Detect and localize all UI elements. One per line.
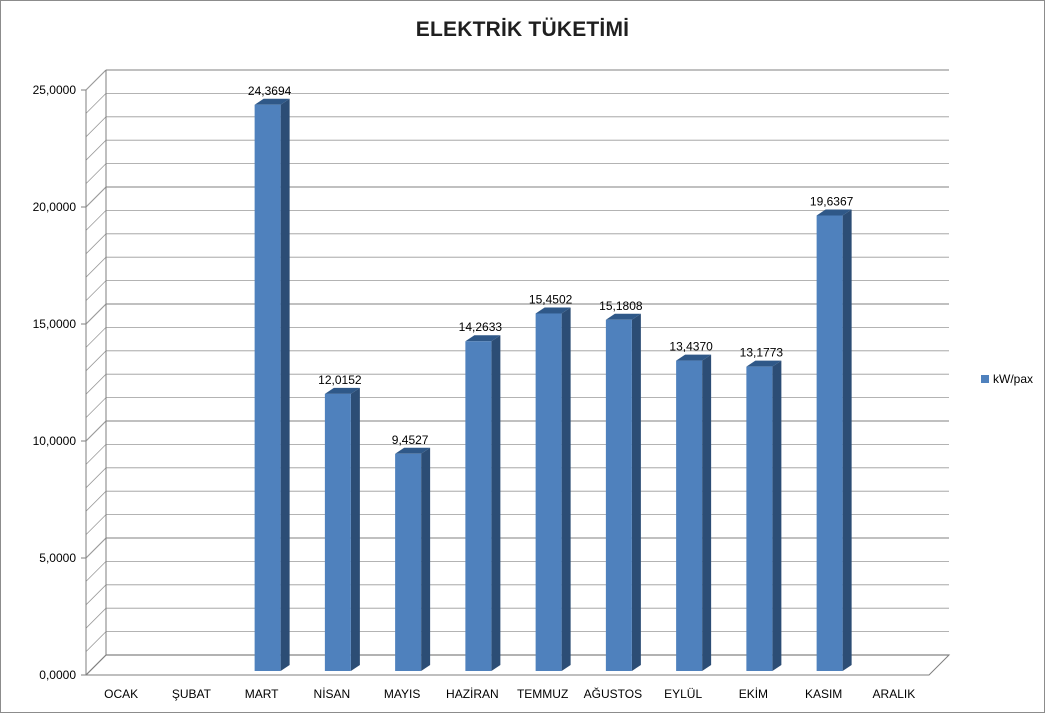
y-tick-label: 10,0000 (33, 434, 77, 448)
bar-side (280, 98, 290, 671)
data-label: 9,4527 (392, 433, 429, 447)
bar-side (631, 313, 641, 671)
bar-side (421, 447, 431, 671)
gridline-diagonal (85, 93, 107, 114)
gridline-diagonal (85, 210, 107, 231)
bar-top (254, 98, 290, 105)
bar-side (702, 354, 712, 671)
bar (605, 319, 632, 671)
y-tick-label: 20,0000 (33, 200, 77, 214)
gridline-diagonal (85, 584, 107, 606)
x-tick-label: ARALIK (873, 687, 916, 701)
x-tick-label: EKİM (739, 687, 768, 701)
data-label: 15,4502 (529, 292, 573, 306)
bar (324, 393, 351, 671)
floor-plane (84, 654, 951, 676)
bar (465, 341, 492, 671)
bar-side (561, 307, 571, 671)
data-label: 19,6367 (810, 195, 854, 209)
gridline-diagonal (85, 163, 107, 184)
data-label: 13,4370 (669, 340, 713, 354)
x-tick-label: HAZİRAN (446, 687, 499, 701)
legend-label: kW/pax (993, 372, 1034, 386)
x-tick-label: NİSAN (314, 687, 351, 701)
data-label: 12,0152 (318, 373, 362, 387)
axes (81, 70, 951, 676)
gridline-diagonal (85, 139, 107, 161)
bars (254, 98, 852, 671)
x-tick-label: KASIM (805, 687, 842, 701)
x-tick-label: MART (245, 687, 279, 701)
bar (746, 366, 773, 671)
gridline-diagonal (85, 561, 107, 582)
gridline-diagonal (85, 490, 107, 512)
x-tick-label: ŞUBAT (172, 687, 212, 701)
gridline-diagonal (85, 116, 107, 138)
gridlines (85, 69, 949, 676)
gridline-diagonal (85, 514, 107, 535)
bar-top (324, 387, 360, 394)
bar-top (746, 360, 782, 367)
y-tick-label: 25,0000 (33, 83, 77, 97)
gridline-diagonal (85, 327, 107, 348)
data-label: 13,1773 (740, 346, 784, 360)
bar-top (816, 209, 852, 216)
gridline-diagonal (85, 373, 107, 395)
gridline-diagonal (85, 350, 107, 372)
gridline-diagonal (85, 537, 107, 559)
bar (816, 215, 843, 671)
gridline-diagonal (85, 69, 107, 91)
bar-side (842, 209, 852, 671)
gridline-diagonal (85, 186, 107, 208)
data-label: 14,2633 (459, 320, 503, 334)
bar (535, 313, 562, 671)
gridline-diagonal (85, 420, 107, 442)
x-tick-label: MAYIS (384, 687, 420, 701)
x-tick-label: OCAK (104, 687, 138, 701)
bar-side (772, 360, 782, 671)
y-tick-label: 15,0000 (33, 317, 77, 331)
bar (254, 104, 281, 671)
y-tick-label: 5,0000 (39, 551, 76, 565)
bar-top (395, 447, 431, 454)
gridline-diagonal (85, 631, 107, 652)
bar-top (465, 335, 501, 342)
gridline-diagonal (85, 256, 107, 278)
labels: 0,0000 5,0000 10,0000 15,0000 20,0000 25,0000… (33, 83, 916, 701)
bar-top (535, 307, 571, 314)
data-label: 24,3694 (248, 84, 292, 98)
gridline-diagonal (85, 444, 107, 465)
bar-top (676, 354, 712, 361)
bar-top (605, 313, 641, 320)
x-tick-label: EYLÜL (664, 687, 702, 701)
bar-side (350, 387, 360, 671)
bar (676, 360, 703, 671)
chart-title: ELEKTRİK TÜKETİMİ (415, 18, 630, 41)
bar (395, 453, 422, 671)
data-label: 15,1808 (599, 299, 643, 313)
y-tick-label: 0,0000 (39, 668, 76, 682)
x-tick-label: TEMMUZ (517, 687, 568, 701)
gridline-diagonal (85, 233, 107, 255)
legend-swatch (981, 375, 989, 383)
gridline-diagonal (85, 397, 107, 418)
gridline-diagonal (85, 280, 107, 301)
legend: kW/pax (981, 372, 1033, 386)
gridline-diagonal (85, 607, 107, 629)
gridline-diagonal (85, 303, 107, 325)
gridline-diagonal (85, 467, 107, 489)
bar-side (491, 335, 501, 671)
x-tick-label: AĞUSTOS (584, 686, 642, 701)
